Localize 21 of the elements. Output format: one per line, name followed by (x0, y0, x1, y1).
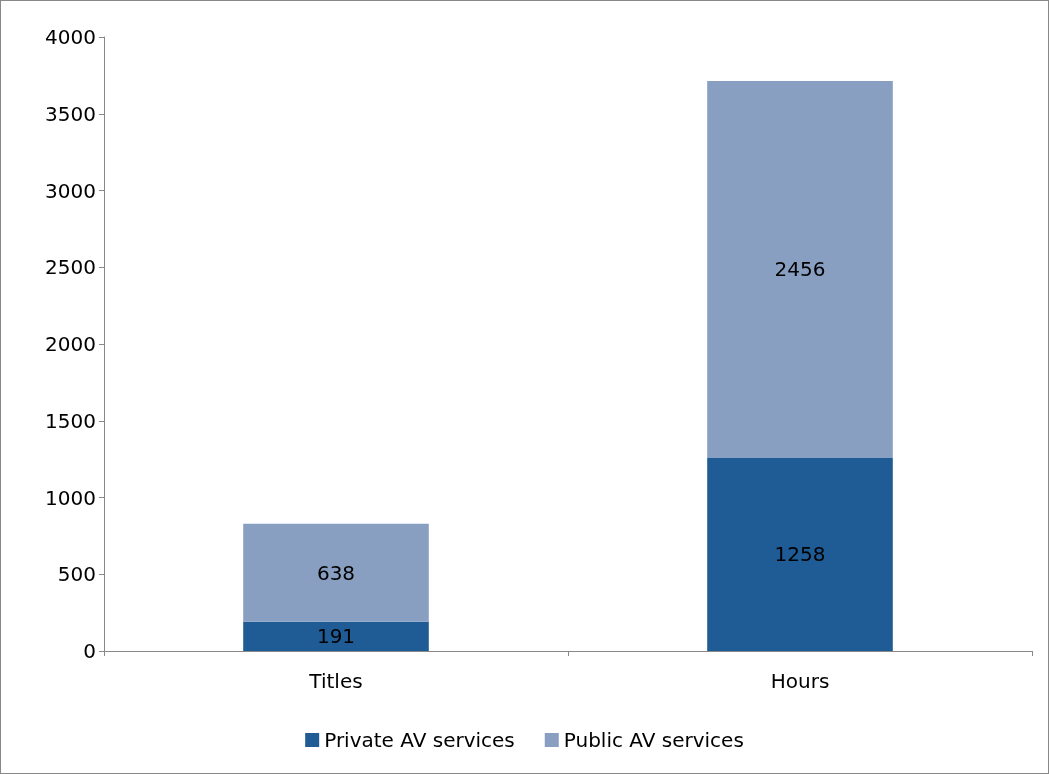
y-tick-label: 0 (83, 639, 96, 663)
x-tick-label: Titles (308, 669, 363, 693)
y-tick-label: 2500 (45, 255, 96, 280)
bar (243, 621, 429, 651)
y-tick-label: 3500 (45, 101, 96, 126)
data-label: 191 (316, 624, 356, 649)
y-tick-label: 1500 (45, 408, 96, 433)
y-tick-label: 3000 (45, 178, 96, 203)
legend-label: Public AV services (563, 728, 744, 752)
y-tick-label: 1000 (45, 485, 96, 510)
data-label: 638 (316, 560, 356, 585)
y-tick-label: 4000 (45, 25, 96, 49)
x-tick-label: Hours (770, 669, 830, 693)
data-label: 2456 (774, 257, 826, 282)
data-label: 1258 (774, 542, 826, 567)
legend-label: Private AV services (324, 728, 515, 752)
bar (707, 80, 893, 458)
bar (243, 523, 429, 622)
y-tick-label: 2000 (45, 332, 96, 356)
y-tick-label: 500 (57, 562, 96, 587)
bar (707, 457, 893, 651)
